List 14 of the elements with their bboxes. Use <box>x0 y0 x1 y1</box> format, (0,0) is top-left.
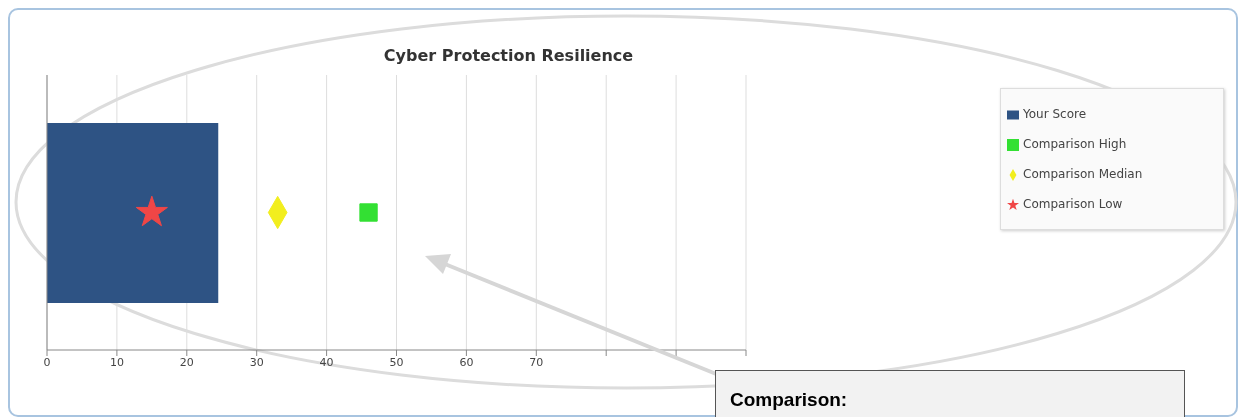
legend-label: Comparison Median <box>1023 167 1143 181</box>
legend-label: Comparison High <box>1023 137 1127 151</box>
x-tick-label: 40 <box>319 355 334 369</box>
legend-label: Comparison Low <box>1023 197 1123 211</box>
x-tick-label: 0 <box>43 355 51 369</box>
x-tick-label: 10 <box>109 355 124 369</box>
text: Comparison: <box>715 370 1185 417</box>
x-tick-label: 60 <box>459 355 474 369</box>
x-tick-label: 50 <box>389 355 404 369</box>
x-tick-label: 20 <box>179 355 194 369</box>
x-tick-label: 30 <box>249 355 264 369</box>
legend-label: Your Score <box>1023 107 1087 121</box>
chart-title: Cyber Protection Resilience <box>382 46 635 65</box>
x-tick-label: 70 <box>529 355 544 369</box>
